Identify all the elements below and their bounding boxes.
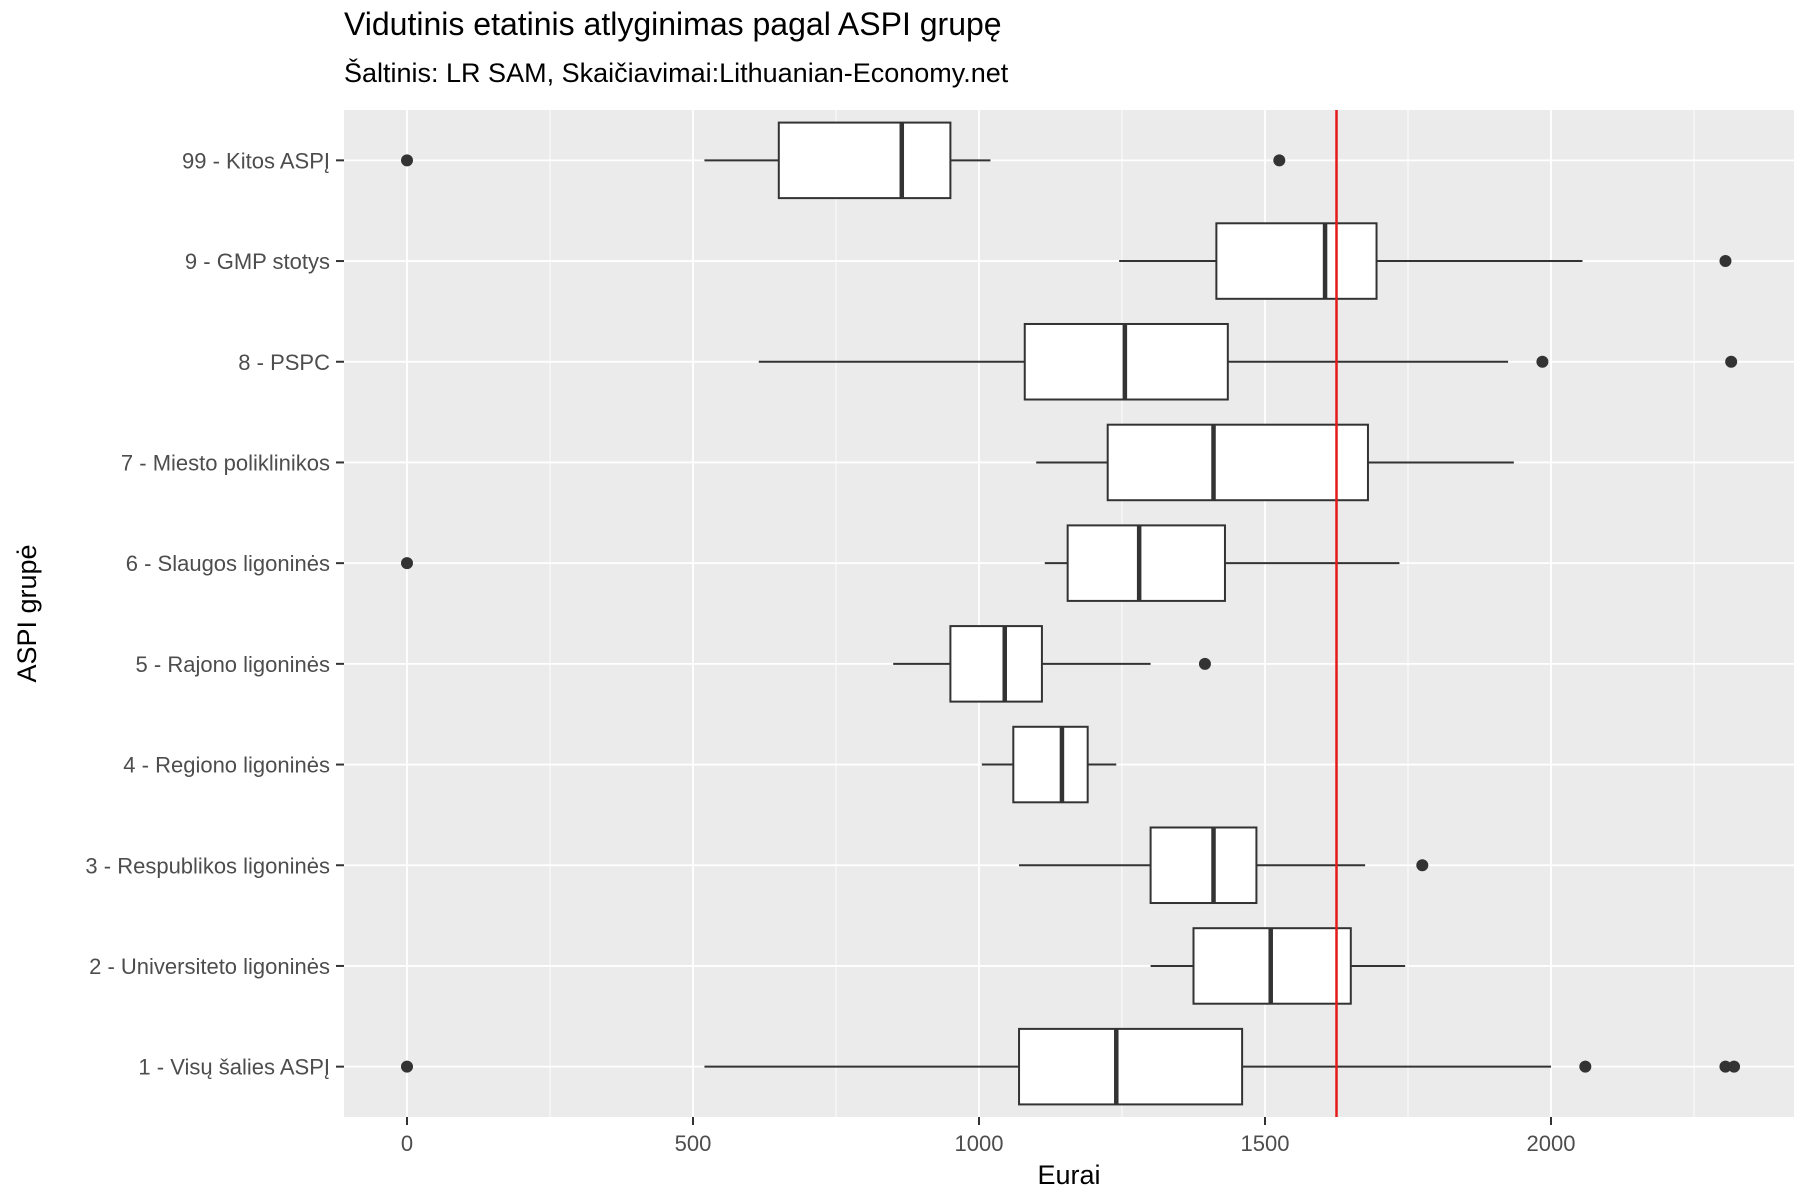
chart-subtitle: Šaltinis: LR SAM, Skaičiavimai:Lithuania…: [344, 58, 1009, 88]
y-tick-label: 3 - Respublikos ligoninės: [85, 853, 330, 878]
y-tick-label: 9 - GMP stotys: [185, 249, 330, 274]
chart-title: Vidutinis etatinis atlyginimas pagal ASP…: [344, 6, 1002, 42]
y-tick-label: 8 - PSPC: [238, 350, 330, 375]
box-3: [1019, 826, 1429, 905]
box-4: [981, 725, 1117, 804]
outlier-point: [1416, 859, 1429, 872]
y-tick-label: 4 - Regiono ligoninės: [123, 753, 330, 778]
box-iqr: [949, 625, 1043, 703]
outlier-point: [1536, 355, 1549, 368]
x-tick-label: 2000: [1527, 1131, 1576, 1156]
box-5: [893, 625, 1211, 703]
box-iqr: [1012, 725, 1089, 804]
outlier-point: [401, 557, 413, 570]
y-tick-label: 7 - Miesto poliklinikos: [121, 450, 330, 475]
box-6: [401, 524, 1400, 602]
y-tick-label: 99 - Kitos ASPĮ: [182, 148, 330, 173]
box-8: [758, 322, 1738, 401]
plot-panel: [344, 110, 1794, 1117]
outlier-point: [1719, 255, 1732, 268]
outlier-point: [401, 154, 413, 167]
outlier-point: [1725, 355, 1738, 368]
y-tick-label: 2 - Universiteto ligoninės: [89, 954, 330, 979]
outlier-point: [1719, 1060, 1732, 1073]
box-iqr: [777, 121, 952, 200]
x-tick-label: 500: [675, 1131, 712, 1156]
x-tick-label: 0: [401, 1131, 413, 1156]
box-1: [401, 1027, 1741, 1106]
outlier-point: [401, 1060, 413, 1073]
box-iqr: [1215, 222, 1378, 300]
box-9: [1119, 222, 1732, 300]
y-tick-label: 1 - Visų šalies ASPĮ: [138, 1055, 330, 1080]
outlier-point: [1728, 1060, 1741, 1073]
outlier-point: [1579, 1060, 1592, 1073]
x-axis-title: Eurai: [1037, 1160, 1100, 1190]
outlier-point: [1273, 154, 1286, 167]
outlier-point: [1198, 657, 1211, 670]
box-iqr: [1066, 524, 1226, 602]
box-iqr: [1106, 423, 1369, 502]
x-tick-label: 1500: [1241, 1131, 1290, 1156]
x-tick-label: 1000: [955, 1131, 1004, 1156]
box-10: [401, 121, 1286, 200]
y-tick-label: 6 - Slaugos ligoninės: [126, 551, 330, 576]
box-7: [1036, 423, 1514, 502]
y-axis-title: ASPI grupė: [12, 544, 42, 682]
box-2: [1150, 927, 1406, 1005]
box-iqr: [1018, 1027, 1244, 1106]
box-iqr: [1149, 826, 1258, 905]
y-tick-label: 5 - Rajono ligoninės: [136, 652, 330, 677]
